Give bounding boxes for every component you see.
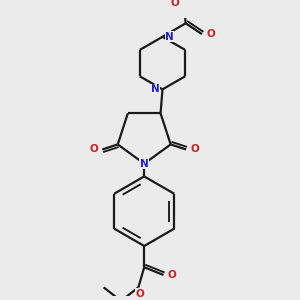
Text: O: O: [171, 0, 180, 8]
Text: O: O: [167, 270, 176, 280]
Text: O: O: [89, 145, 98, 154]
Text: N: N: [151, 84, 160, 94]
Text: O: O: [206, 29, 215, 39]
Text: N: N: [165, 32, 174, 42]
Text: O: O: [136, 289, 144, 299]
Text: O: O: [190, 145, 199, 154]
Text: N: N: [140, 159, 148, 169]
